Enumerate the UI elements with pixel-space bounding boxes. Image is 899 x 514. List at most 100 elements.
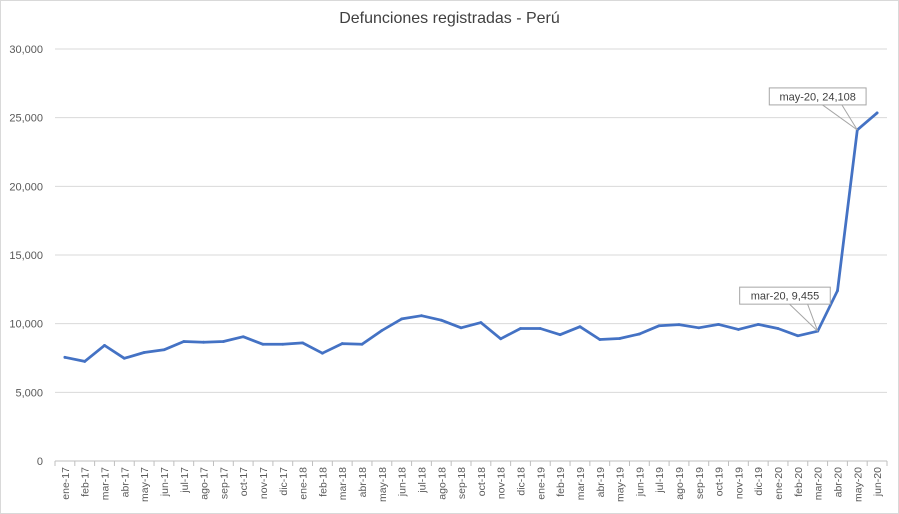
data-point bbox=[182, 340, 186, 343]
data-point bbox=[400, 317, 404, 321]
data-point bbox=[519, 327, 522, 330]
data-point bbox=[637, 332, 641, 336]
x-tick-label: sep-18 bbox=[456, 467, 468, 499]
x-tick-label: dic-17 bbox=[278, 467, 290, 496]
data-label: may-20, 24,108 bbox=[779, 91, 855, 103]
data-point bbox=[479, 321, 483, 324]
series-line bbox=[63, 111, 879, 363]
x-tick-label: ene-18 bbox=[298, 467, 310, 500]
callout-leader bbox=[789, 303, 819, 332]
data-point bbox=[281, 342, 285, 346]
data-point bbox=[538, 327, 542, 330]
x-tick-label: abr-20 bbox=[832, 467, 844, 498]
x-tick-label: ago-18 bbox=[436, 467, 448, 500]
x-tick-label: feb-19 bbox=[555, 467, 567, 497]
data-point bbox=[836, 289, 839, 293]
data-point bbox=[301, 341, 305, 345]
data-point bbox=[717, 322, 721, 326]
x-tick-label: may-20 bbox=[852, 467, 864, 502]
y-tick-label: 15,000 bbox=[9, 250, 43, 262]
data-point bbox=[756, 322, 760, 326]
data-point bbox=[420, 314, 423, 318]
x-tick-label: dic-18 bbox=[516, 467, 528, 496]
data-point bbox=[162, 348, 166, 352]
data-point bbox=[657, 324, 661, 328]
data-point bbox=[677, 323, 681, 327]
data-point bbox=[261, 342, 265, 346]
x-tick-label: jun-20 bbox=[872, 467, 884, 497]
x-tick-label: jun-17 bbox=[159, 467, 171, 497]
y-tick-label: 5,000 bbox=[15, 387, 43, 399]
data-point bbox=[83, 360, 87, 363]
data-point bbox=[558, 333, 562, 337]
data-point bbox=[63, 355, 67, 359]
x-tick-label: may-19 bbox=[615, 467, 627, 502]
x-tick-label: ago-19 bbox=[674, 467, 686, 500]
chart-title: Defunciones registradas - Perú bbox=[339, 10, 560, 27]
x-tick-label: oct-17 bbox=[238, 467, 250, 496]
data-point bbox=[459, 326, 463, 330]
data-point bbox=[380, 329, 384, 332]
data-point bbox=[776, 327, 780, 330]
x-tick-label: feb-20 bbox=[793, 467, 805, 497]
x-tick-label: abr-17 bbox=[119, 467, 131, 498]
data-point bbox=[697, 326, 701, 330]
x-tick-label: feb-18 bbox=[317, 467, 329, 497]
y-tick-label: 25,000 bbox=[9, 113, 43, 125]
x-tick-label: jun-19 bbox=[634, 467, 646, 497]
x-tick-label: oct-18 bbox=[476, 467, 488, 496]
data-point bbox=[241, 335, 245, 339]
callout-leader bbox=[807, 303, 819, 332]
x-tick-label: mar-18 bbox=[337, 467, 349, 500]
x-tick-label: jul-18 bbox=[416, 467, 428, 494]
x-tick-label: ene-19 bbox=[535, 467, 547, 500]
data-point bbox=[598, 338, 602, 341]
data-point bbox=[578, 325, 582, 329]
data-point bbox=[142, 351, 146, 354]
y-tick-label: 30,000 bbox=[9, 44, 43, 56]
x-tick-label: jun-18 bbox=[397, 467, 409, 497]
x-tick-label: nov-18 bbox=[496, 467, 508, 499]
data-point bbox=[875, 111, 879, 115]
x-tick-label: ago-17 bbox=[199, 467, 211, 500]
x-tick-label: feb-17 bbox=[80, 467, 92, 497]
data-point bbox=[439, 318, 443, 322]
x-tick-label: nov-17 bbox=[258, 467, 270, 499]
x-tick-label: ene-20 bbox=[773, 467, 785, 500]
data-point bbox=[103, 343, 106, 347]
x-tick-label: jul-17 bbox=[179, 467, 191, 494]
x-tick-label: jul-19 bbox=[654, 467, 666, 494]
x-tick-label: mar-17 bbox=[100, 467, 112, 500]
x-tick-label: dic-19 bbox=[753, 467, 765, 496]
data-point bbox=[796, 334, 800, 338]
x-tick-label: may-17 bbox=[139, 467, 151, 502]
callout-box bbox=[739, 286, 831, 305]
data-point bbox=[202, 340, 205, 344]
x-tick-label: mar-20 bbox=[813, 467, 825, 500]
x-tick-label: abr-18 bbox=[357, 467, 369, 498]
x-tick-label: sep-17 bbox=[218, 467, 230, 499]
data-point bbox=[499, 337, 503, 341]
callout-leader bbox=[841, 104, 858, 131]
x-tick-label: sep-19 bbox=[694, 467, 706, 499]
y-tick-label: 20,000 bbox=[9, 181, 43, 193]
y-tick-label: 10,000 bbox=[9, 319, 43, 331]
x-tick-label: ene-17 bbox=[60, 467, 72, 500]
data-label: mar-20, 9,455 bbox=[751, 291, 819, 303]
x-tick-label: oct-19 bbox=[714, 467, 726, 496]
callout-leader bbox=[822, 104, 858, 131]
y-tick-label: 0 bbox=[37, 456, 43, 468]
data-point bbox=[737, 328, 740, 331]
data-point bbox=[122, 356, 126, 360]
data-point bbox=[221, 340, 225, 343]
data-point bbox=[618, 337, 621, 340]
callout-box bbox=[768, 87, 867, 106]
x-tick-label: may-18 bbox=[377, 467, 389, 502]
data-point bbox=[360, 342, 364, 346]
x-tick-label: abr-19 bbox=[595, 467, 607, 498]
data-point bbox=[340, 342, 344, 345]
x-tick-label: nov-19 bbox=[733, 467, 745, 499]
data-point bbox=[321, 351, 324, 355]
